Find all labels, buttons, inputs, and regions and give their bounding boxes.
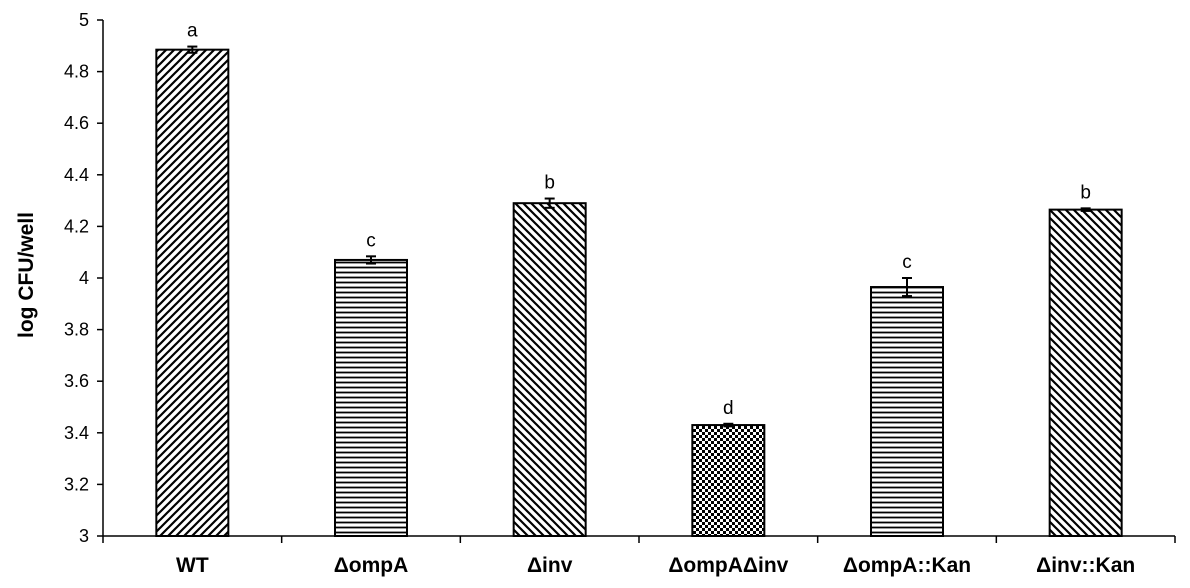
y-tick-label: 3.4 bbox=[64, 423, 89, 443]
bar bbox=[334, 258, 408, 537]
error-bar bbox=[723, 422, 734, 428]
y-tick-label: 4.6 bbox=[64, 113, 89, 133]
significance-label: a bbox=[187, 21, 198, 42]
x-tick-label: WT bbox=[176, 554, 209, 577]
y-tick-label: 4.4 bbox=[64, 165, 89, 185]
y-tick-label: 4 bbox=[79, 268, 89, 288]
error-bar bbox=[902, 277, 912, 298]
y-axis-label: log CFU/well bbox=[15, 212, 38, 338]
y-tick-label: 3.8 bbox=[64, 320, 89, 340]
bar bbox=[691, 424, 766, 537]
error-bar bbox=[544, 197, 555, 209]
x-tick-label: ΔompA bbox=[334, 554, 409, 577]
x-tick-label: ΔompA::Kan bbox=[843, 554, 971, 577]
y-tick-label: 4.8 bbox=[64, 62, 89, 82]
y-tick-label: 3 bbox=[79, 526, 89, 546]
significance-label: d bbox=[723, 398, 734, 419]
significance-label: b bbox=[1080, 182, 1091, 203]
bar bbox=[512, 202, 587, 537]
bars: a c b d c b bbox=[155, 21, 1123, 537]
bar bbox=[1048, 208, 1123, 537]
y-tick-label: 3.6 bbox=[64, 371, 89, 391]
error-bar bbox=[187, 45, 198, 54]
bar bbox=[155, 48, 230, 537]
x-tick-label: Δinv bbox=[527, 554, 573, 577]
x-tick-label: Δinv::Kan bbox=[1036, 554, 1135, 577]
error-bar bbox=[1080, 207, 1091, 212]
significance-label: b bbox=[544, 173, 555, 194]
y-tick-label: 3.2 bbox=[64, 474, 89, 494]
bar bbox=[870, 286, 944, 537]
y-tick-label: 4.2 bbox=[64, 216, 89, 236]
y-axis-ticks: 3 3.2 3.4 3.6 3.8 4 4.2 4.4 4.6 4.8 5 bbox=[64, 10, 103, 546]
significance-label: c bbox=[902, 252, 912, 273]
x-axis-labels: WT ΔompA Δinv ΔompAΔinv ΔompA::Kan Δinv::Kan bbox=[102, 536, 1176, 577]
error-bar bbox=[366, 255, 376, 265]
significance-label: c bbox=[366, 230, 376, 251]
x-tick-label: ΔompAΔinv bbox=[668, 554, 788, 577]
y-tick-label: 5 bbox=[79, 10, 89, 30]
